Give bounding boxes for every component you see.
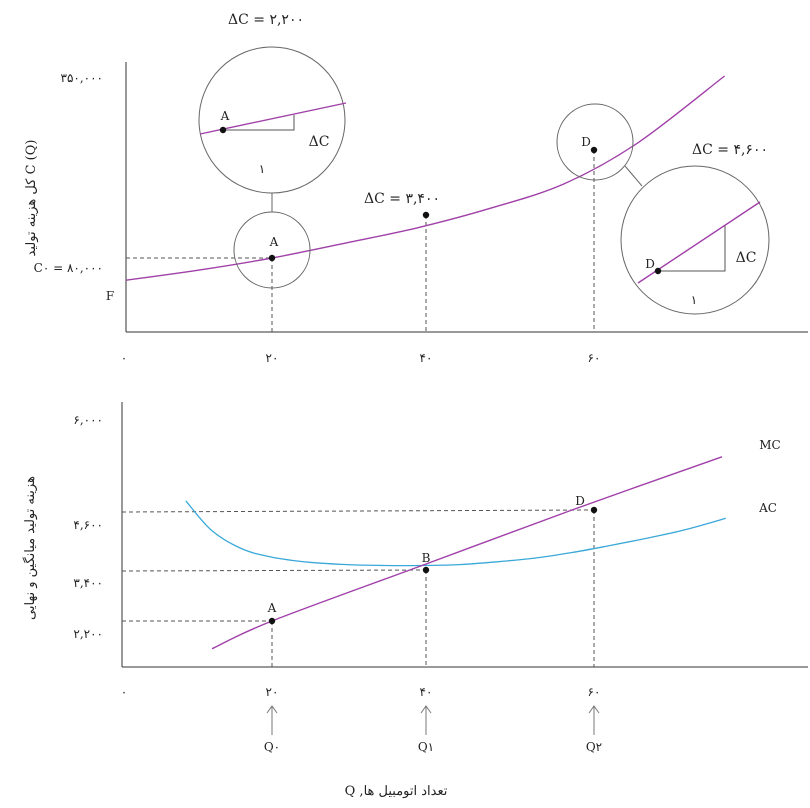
guide-3400-horizontal bbox=[121, 569, 427, 572]
bottom-y-axis-title: هزینه تولید میانگین و نهایی bbox=[22, 476, 38, 620]
bottom-x-tick-40: ۴۰ bbox=[420, 685, 433, 699]
total-cost-curve bbox=[125, 75, 726, 281]
bottom-x-tick-20: ۲۰ bbox=[266, 685, 279, 699]
bottom-y-tick-2200: ۲,۲۰۰ bbox=[73, 627, 103, 641]
tc-point-A-label: A bbox=[269, 235, 279, 249]
marginal-cost-curve bbox=[211, 456, 723, 650]
q1-marker: Q۱ bbox=[418, 705, 434, 754]
q0-label: Q۰ bbox=[264, 740, 280, 754]
mc-point-B-label: B bbox=[422, 551, 431, 565]
top-x-tick-40: ۴۰ bbox=[420, 351, 433, 365]
ac-series-label: AC bbox=[758, 501, 777, 515]
zoom-A-rise-label: ΔC bbox=[309, 134, 330, 150]
zoom-A-run-label: ۱ bbox=[259, 162, 265, 176]
bottom-x-axis-title: Q ,تعداد اتومبیل ها bbox=[345, 784, 448, 799]
fixed-cost-label: F bbox=[106, 289, 114, 303]
zoom-D-rise-label: ΔC bbox=[736, 250, 757, 266]
q2-marker: Q۲ bbox=[586, 705, 602, 754]
q0-arrowhead-icon bbox=[266, 705, 278, 714]
top-x-tick-60: ۶۰ bbox=[588, 351, 601, 365]
tc-point-A bbox=[268, 254, 276, 262]
tc-point-D-label: D bbox=[581, 135, 591, 149]
zoom-A-point-label: A bbox=[220, 109, 230, 123]
zoom-D-point-label: D bbox=[645, 257, 655, 271]
q1-label: Q۱ bbox=[418, 740, 434, 754]
bottom-y-tick-3400: ۳,۴۰۰ bbox=[73, 576, 103, 590]
average-cost-curve bbox=[185, 500, 726, 567]
circle-at-D bbox=[556, 103, 634, 181]
zoom-A-point bbox=[219, 126, 227, 134]
zoom-D-point bbox=[654, 267, 662, 275]
mc-point-B bbox=[422, 566, 430, 574]
top-x-tick-0: ۰ bbox=[121, 351, 127, 365]
mc-point-D bbox=[590, 506, 598, 514]
bottom-x-tick-60: ۶۰ bbox=[588, 685, 601, 699]
tc-point-D bbox=[590, 146, 598, 154]
average-marginal-cost-panel: هزینه تولید میانگین و نهایی ۶,۰۰۰ ۴,۶۰۰ … bbox=[22, 402, 808, 799]
mc-point-A bbox=[268, 617, 276, 625]
q2-label: Q۲ bbox=[586, 740, 602, 754]
top-x-tick-20: ۲۰ bbox=[266, 351, 279, 365]
mc-point-A-label: A bbox=[267, 601, 277, 615]
bottom-x-tick-0: ۰ bbox=[121, 685, 127, 699]
zoom-circle-D-outline bbox=[620, 165, 770, 315]
circle-at-A bbox=[233, 211, 311, 289]
tc-point-40 bbox=[422, 211, 430, 219]
delta-c-A-label: ΔC = ۲,۲۰۰ bbox=[228, 12, 304, 28]
zoom-circle-A: A ΔC ۱ bbox=[198, 46, 347, 194]
top-y-axis-title: کل هزینه تولید C (Q) bbox=[24, 140, 39, 257]
zoom-D-run-label: ۱ bbox=[691, 293, 697, 307]
zoom-circle-A-outline bbox=[198, 46, 346, 194]
mc-point-D-label: D bbox=[575, 494, 585, 508]
total-cost-panel: کل هزینه تولید C (Q) ۳۵۰,۰۰۰ C۰ = ۸۰,۰۰۰… bbox=[24, 12, 808, 365]
zoom-A-triangle bbox=[223, 115, 295, 131]
connector-D bbox=[624, 165, 643, 187]
guide-4600-horizontal bbox=[121, 509, 595, 513]
zoom-circle-D: D ΔC ۱ bbox=[620, 165, 770, 315]
delta-c-B-label: ΔC = ۳,۴۰۰ bbox=[364, 191, 440, 207]
top-y-tick-350000: ۳۵۰,۰۰۰ bbox=[61, 71, 104, 85]
mc-series-label: MC bbox=[759, 438, 780, 452]
bottom-y-tick-4600: ۴,۶۰۰ bbox=[73, 518, 103, 532]
c0-label: C۰ = ۸۰,۰۰۰ bbox=[34, 261, 103, 275]
q1-arrowhead-icon bbox=[420, 705, 432, 714]
delta-c-D-label: ΔC = ۴,۶۰۰ bbox=[692, 142, 768, 158]
bottom-y-tick-6000: ۶,۰۰۰ bbox=[73, 413, 103, 427]
q0-marker: Q۰ bbox=[264, 705, 280, 754]
q2-arrowhead-icon bbox=[588, 705, 600, 714]
zoom-D-triangle bbox=[658, 226, 726, 272]
